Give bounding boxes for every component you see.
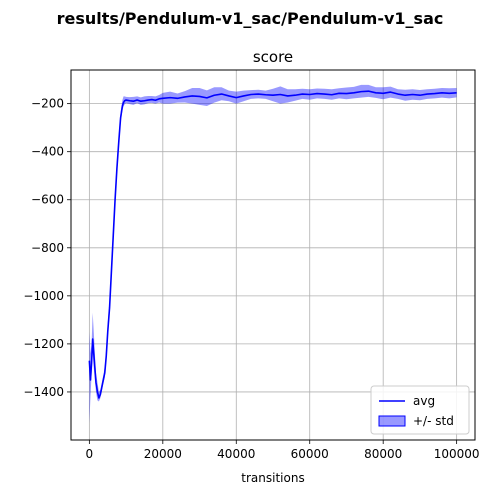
y-tick-label: −1400 xyxy=(23,385,64,399)
y-tick-label: −400 xyxy=(31,145,64,159)
plot-frame xyxy=(70,69,476,441)
y-tick-label: −600 xyxy=(31,193,64,207)
y-axis: −1400 −1200 −1000 −800 −600 −400 −200 xyxy=(23,97,71,399)
x-tick-label: 80000 xyxy=(364,447,402,461)
y-tick-label: −1000 xyxy=(23,289,64,303)
avg-line xyxy=(88,90,457,399)
figure-suptitle: results/Pendulum-v1_sac/Pendulum-v1_sac xyxy=(57,9,444,28)
x-tick-label: 100000 xyxy=(434,447,480,461)
y-tick-label: −200 xyxy=(31,97,64,111)
legend: avg +/- std xyxy=(370,385,470,435)
legend-box xyxy=(370,385,470,435)
legend-entry-label: +/- std xyxy=(413,414,454,428)
x-tick-label: 40000 xyxy=(217,447,255,461)
x-axis: 0 20000 40000 60000 80000 100000 xyxy=(86,440,480,461)
x-tick-label: 20000 xyxy=(144,447,182,461)
x-tick-label: 0 xyxy=(86,447,94,461)
y-tick-label: −1200 xyxy=(23,337,64,351)
legend-swatch-patch xyxy=(378,415,406,427)
legend-entry-label: avg xyxy=(413,394,435,408)
avg-line-layer xyxy=(88,90,457,399)
y-tick-label: −800 xyxy=(31,241,64,255)
chart-title: score xyxy=(253,48,293,66)
grid xyxy=(71,70,475,440)
x-axis-label: transitions xyxy=(241,471,304,485)
x-tick-label: 60000 xyxy=(291,447,329,461)
